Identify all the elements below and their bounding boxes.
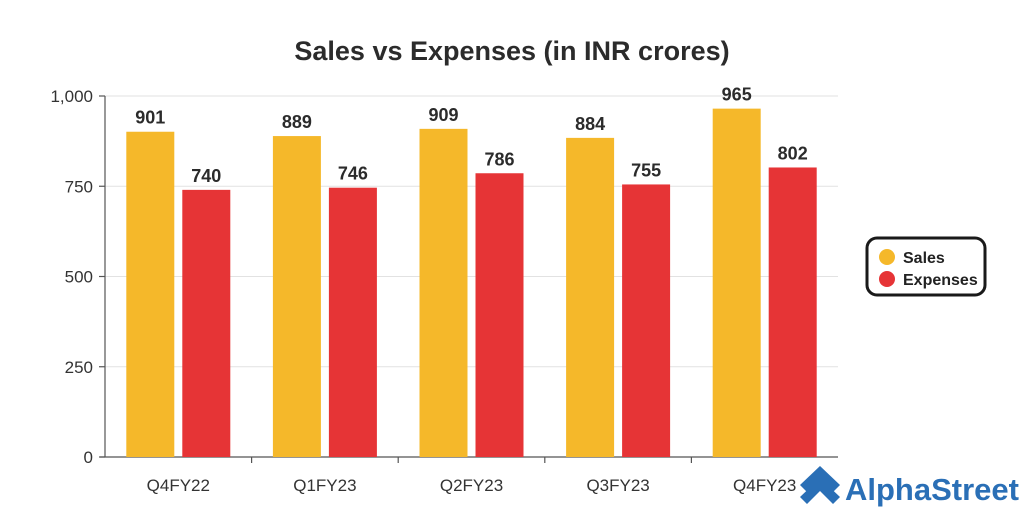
data-label-sales-q1fy23: 889 — [282, 112, 312, 132]
data-label-expenses-q2fy23: 786 — [484, 149, 514, 169]
legend-box — [865, 236, 987, 297]
x-tick-label: Q4FY22 — [147, 476, 210, 495]
data-label-expenses-q3fy23: 755 — [631, 160, 661, 180]
bar-expenses-q2fy23 — [475, 173, 524, 457]
data-label-sales-q4fy22: 901 — [135, 108, 165, 128]
y-tick-label: 0 — [84, 448, 93, 467]
y-tick-label: 500 — [65, 268, 93, 287]
y-tick-label: 1,000 — [50, 87, 93, 106]
alphastreet-logo-icon — [800, 466, 840, 504]
chart-title: Sales vs Expenses (in INR crores) — [294, 36, 729, 66]
data-label-sales-q2fy23: 909 — [428, 105, 458, 125]
bar-expenses-q1fy23 — [328, 187, 377, 457]
bar-expenses-q3fy23 — [622, 184, 671, 457]
legend: Sales Expenses — [865, 236, 987, 297]
legend-label-sales: Sales — [903, 250, 945, 267]
bars: 901 740 889 746 909 786 884 755 965 802 — [126, 85, 817, 458]
brand-name: AlphaStreet — [845, 472, 1019, 507]
x-tick-label: Q2FY23 — [440, 476, 503, 495]
bar-expenses-q4fy23 — [768, 167, 817, 457]
data-label-expenses-q4fy23: 802 — [778, 143, 808, 163]
data-label-expenses-q4fy22: 740 — [191, 166, 221, 186]
data-label-sales-q4fy23: 965 — [722, 85, 752, 105]
x-tick-label: Q4FY23 — [733, 476, 796, 495]
y-axis-ticks: 0 250 500 750 1,000 — [50, 87, 105, 467]
bar-sales-q2fy23 — [419, 128, 468, 457]
data-label-expenses-q1fy23: 746 — [338, 164, 368, 184]
legend-swatch-expenses — [879, 271, 895, 287]
x-axis-ticks: Q4FY22 Q1FY23 Q2FY23 Q3FY23 Q4FY23 — [147, 457, 796, 495]
legend-swatch-sales — [879, 249, 895, 265]
x-tick-label: Q1FY23 — [293, 476, 356, 495]
bar-sales-q4fy23 — [712, 108, 761, 457]
legend-label-expenses: Expenses — [903, 272, 978, 289]
alphastreet-logo: AlphaStreet — [800, 466, 1019, 507]
x-tick-label: Q3FY23 — [586, 476, 649, 495]
bar-expenses-q4fy22 — [182, 189, 231, 458]
bar-sales-q4fy22 — [126, 131, 175, 457]
bar-sales-q1fy23 — [272, 136, 321, 458]
bar-sales-q3fy23 — [566, 137, 615, 457]
data-label-sales-q3fy23: 884 — [575, 114, 605, 134]
y-tick-label: 750 — [65, 177, 93, 196]
y-tick-label: 250 — [65, 358, 93, 377]
